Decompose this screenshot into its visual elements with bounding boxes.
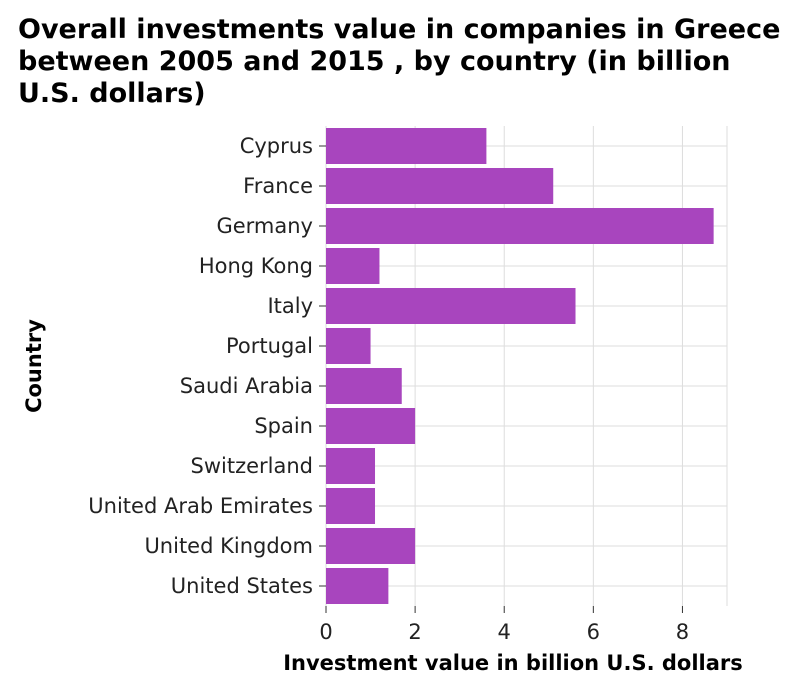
chart-title: Overall investments value in companies i… [18,14,781,109]
y-tick-label: Germany [216,214,313,238]
bar-saudi-arabia [326,368,402,404]
x-tick-label: 4 [498,620,511,644]
bar-switzerland [326,448,376,484]
bar-hong-kong [326,248,380,284]
y-tick-label: France [243,174,313,198]
y-tick-label: Hong Kong [199,254,313,278]
y-tick-label: United Arab Emirates [88,494,313,518]
bar-united-kingdom [326,528,416,564]
bar-united-states [326,568,389,604]
x-axis-ticks: 0 2 4 6 8 [319,606,689,644]
y-tick-label: United States [171,574,313,598]
x-tick-label: 0 [319,620,332,644]
y-tick-label: Portugal [226,334,313,358]
bar-italy [326,288,576,324]
y-tick-label: Spain [254,414,313,438]
y-tick-label: Switzerland [191,454,314,478]
bars [326,128,714,604]
y-axis-ticks: Cyprus France Germany Hong Kong Italy Portuga… [88,134,326,598]
y-tick-label: Cyprus [240,134,313,158]
bar-portugal [326,328,371,364]
bar-germany [326,208,714,244]
x-tick-label: 2 [408,620,421,644]
y-axis-title: Country [22,319,46,413]
y-tick-label: United Kingdom [144,534,313,558]
bar-spain [326,408,416,444]
bar-cyprus [326,128,487,164]
x-tick-label: 6 [587,620,600,644]
x-axis-title: Investment value in billion U.S. dollars [283,651,743,675]
x-tick-label: 8 [676,620,689,644]
bar-united-arab-emirates [326,488,376,524]
y-tick-label: Italy [267,294,313,318]
bar-france [326,168,554,204]
y-tick-label: Saudi Arabia [180,374,313,398]
